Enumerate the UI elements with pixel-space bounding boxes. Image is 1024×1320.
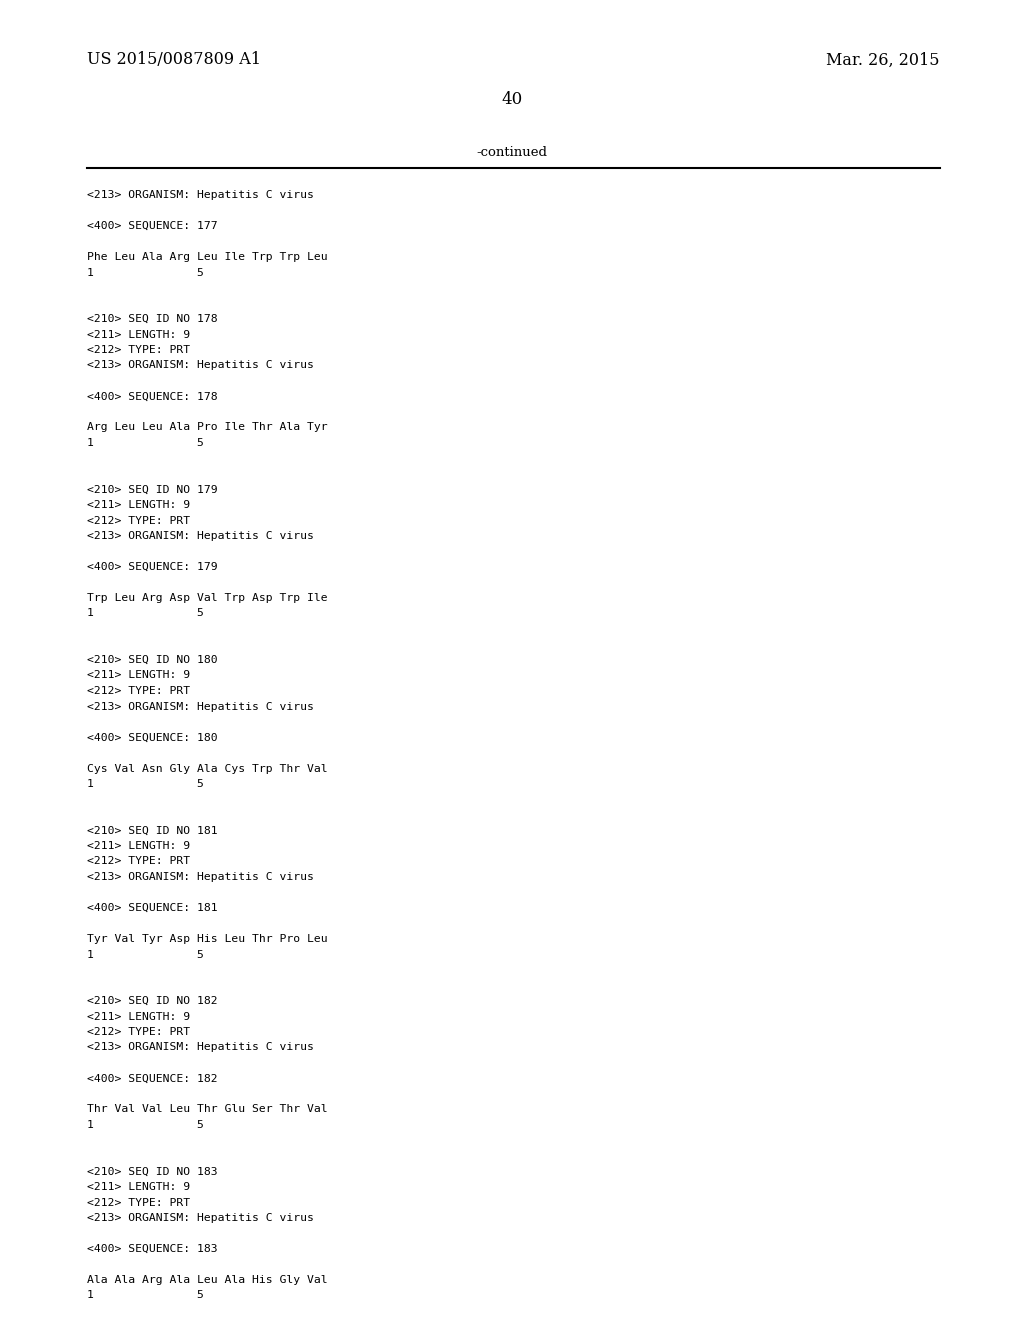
Text: 1               5: 1 5 [87,949,204,960]
Text: <210> SEQ ID NO 182: <210> SEQ ID NO 182 [87,997,218,1006]
Text: <211> LENGTH: 9: <211> LENGTH: 9 [87,841,190,851]
Text: <400> SEQUENCE: 180: <400> SEQUENCE: 180 [87,733,218,742]
Text: Tyr Val Tyr Asp His Leu Thr Pro Leu: Tyr Val Tyr Asp His Leu Thr Pro Leu [87,935,328,944]
Text: Phe Leu Ala Arg Leu Ile Trp Trp Leu: Phe Leu Ala Arg Leu Ile Trp Trp Leu [87,252,328,261]
Text: <400> SEQUENCE: 183: <400> SEQUENCE: 183 [87,1243,218,1254]
Text: 1               5: 1 5 [87,1291,204,1300]
Text: <212> TYPE: PRT: <212> TYPE: PRT [87,516,190,525]
Text: <213> ORGANISM: Hepatitis C virus: <213> ORGANISM: Hepatitis C virus [87,1213,314,1224]
Text: <213> ORGANISM: Hepatitis C virus: <213> ORGANISM: Hepatitis C virus [87,873,314,882]
Text: <211> LENGTH: 9: <211> LENGTH: 9 [87,1011,190,1022]
Text: <210> SEQ ID NO 183: <210> SEQ ID NO 183 [87,1167,218,1176]
Text: <400> SEQUENCE: 179: <400> SEQUENCE: 179 [87,562,218,572]
Text: <211> LENGTH: 9: <211> LENGTH: 9 [87,671,190,681]
Text: <211> LENGTH: 9: <211> LENGTH: 9 [87,1181,190,1192]
Text: <213> ORGANISM: Hepatitis C virus: <213> ORGANISM: Hepatitis C virus [87,701,314,711]
Text: 1               5: 1 5 [87,609,204,619]
Text: <400> SEQUENCE: 177: <400> SEQUENCE: 177 [87,220,218,231]
Text: <212> TYPE: PRT: <212> TYPE: PRT [87,345,190,355]
Text: <212> TYPE: PRT: <212> TYPE: PRT [87,686,190,696]
Text: 1               5: 1 5 [87,438,204,447]
Text: US 2015/0087809 A1: US 2015/0087809 A1 [87,51,261,69]
Text: <212> TYPE: PRT: <212> TYPE: PRT [87,857,190,866]
Text: Mar. 26, 2015: Mar. 26, 2015 [826,51,940,69]
Text: <211> LENGTH: 9: <211> LENGTH: 9 [87,330,190,339]
Text: <212> TYPE: PRT: <212> TYPE: PRT [87,1197,190,1208]
Text: <210> SEQ ID NO 181: <210> SEQ ID NO 181 [87,825,218,836]
Text: <400> SEQUENCE: 181: <400> SEQUENCE: 181 [87,903,218,913]
Text: <213> ORGANISM: Hepatitis C virus: <213> ORGANISM: Hepatitis C virus [87,1043,314,1052]
Text: <400> SEQUENCE: 178: <400> SEQUENCE: 178 [87,392,218,401]
Text: Trp Leu Arg Asp Val Trp Asp Trp Ile: Trp Leu Arg Asp Val Trp Asp Trp Ile [87,593,328,603]
Text: <212> TYPE: PRT: <212> TYPE: PRT [87,1027,190,1038]
Text: <213> ORGANISM: Hepatitis C virus: <213> ORGANISM: Hepatitis C virus [87,190,314,201]
Text: 1               5: 1 5 [87,1119,204,1130]
Text: <213> ORGANISM: Hepatitis C virus: <213> ORGANISM: Hepatitis C virus [87,531,314,541]
Text: Ala Ala Arg Ala Leu Ala His Gly Val: Ala Ala Arg Ala Leu Ala His Gly Val [87,1275,328,1284]
Text: 1               5: 1 5 [87,268,204,277]
Text: <213> ORGANISM: Hepatitis C virus: <213> ORGANISM: Hepatitis C virus [87,360,314,371]
Text: 40: 40 [502,91,522,108]
Text: Thr Val Val Leu Thr Glu Ser Thr Val: Thr Val Val Leu Thr Glu Ser Thr Val [87,1105,328,1114]
Text: 1               5: 1 5 [87,779,204,789]
Text: <211> LENGTH: 9: <211> LENGTH: 9 [87,500,190,510]
Text: <210> SEQ ID NO 180: <210> SEQ ID NO 180 [87,655,218,665]
Text: <210> SEQ ID NO 179: <210> SEQ ID NO 179 [87,484,218,495]
Text: <400> SEQUENCE: 182: <400> SEQUENCE: 182 [87,1073,218,1084]
Text: Arg Leu Leu Ala Pro Ile Thr Ala Tyr: Arg Leu Leu Ala Pro Ile Thr Ala Tyr [87,422,328,433]
Text: Cys Val Asn Gly Ala Cys Trp Thr Val: Cys Val Asn Gly Ala Cys Trp Thr Val [87,763,328,774]
Text: -continued: -continued [476,145,548,158]
Text: <210> SEQ ID NO 178: <210> SEQ ID NO 178 [87,314,218,323]
